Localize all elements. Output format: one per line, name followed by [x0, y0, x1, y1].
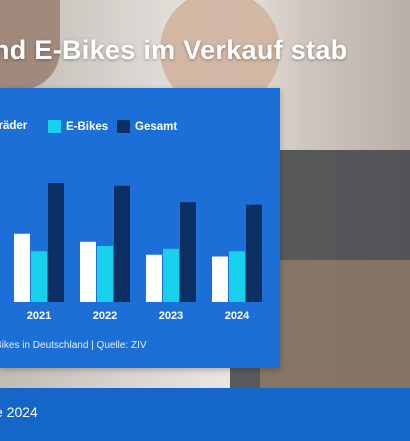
bar-e-bikes-2022 [97, 246, 113, 302]
bar-chart: 2021 2022 2023 2024 [14, 183, 262, 322]
bar-gesamt-2021 [48, 183, 64, 302]
bar-e-bikes-2024 [229, 251, 245, 302]
x-tick-label-2023: 2023 [159, 310, 183, 322]
chart-caption: Bikes in Deutschland | Quelle: ZIV [0, 340, 147, 351]
bar-rr-der-2024 [212, 256, 228, 302]
x-tick-label-2022: 2022 [93, 310, 117, 322]
bar-gesamt-2024 [246, 204, 262, 302]
bar-gesamt-2023 [180, 202, 196, 302]
chart-legend: rräder E-Bikes Gesamt [0, 116, 280, 136]
bar-rr-der-2022 [80, 241, 96, 302]
bar-e-bikes-2023 [163, 248, 179, 302]
legend-swatch-ebikes [48, 120, 61, 133]
legend-swatch-gesamt [117, 120, 130, 133]
photo-workshop-area [260, 260, 410, 388]
photo-person-left [0, 0, 60, 90]
footer-bar [0, 388, 410, 441]
legend-label-gesamt: Gesamt [135, 120, 178, 133]
chart-card [0, 88, 280, 368]
x-tick-label-2021: 2021 [27, 310, 51, 322]
legend-item-fahrraeder: rräder [0, 120, 27, 132]
legend-label-ebikes: E-Bikes [66, 120, 109, 133]
bar-rr-der-2021 [14, 233, 30, 302]
footer-date: e 2024 [0, 404, 38, 420]
legend-item-gesamt: Gesamt [117, 120, 177, 133]
bar-e-bikes-2021 [31, 251, 47, 302]
legend-item-ebikes: E-Bikes [48, 120, 108, 133]
headline: nd E-Bikes im Verkauf stab [0, 35, 348, 65]
bar-rr-der-2023 [146, 254, 162, 302]
legend-label-fahrraeder: rräder [0, 120, 28, 132]
bar-gesamt-2022 [114, 185, 130, 302]
x-tick-label-2024: 2024 [225, 310, 250, 322]
